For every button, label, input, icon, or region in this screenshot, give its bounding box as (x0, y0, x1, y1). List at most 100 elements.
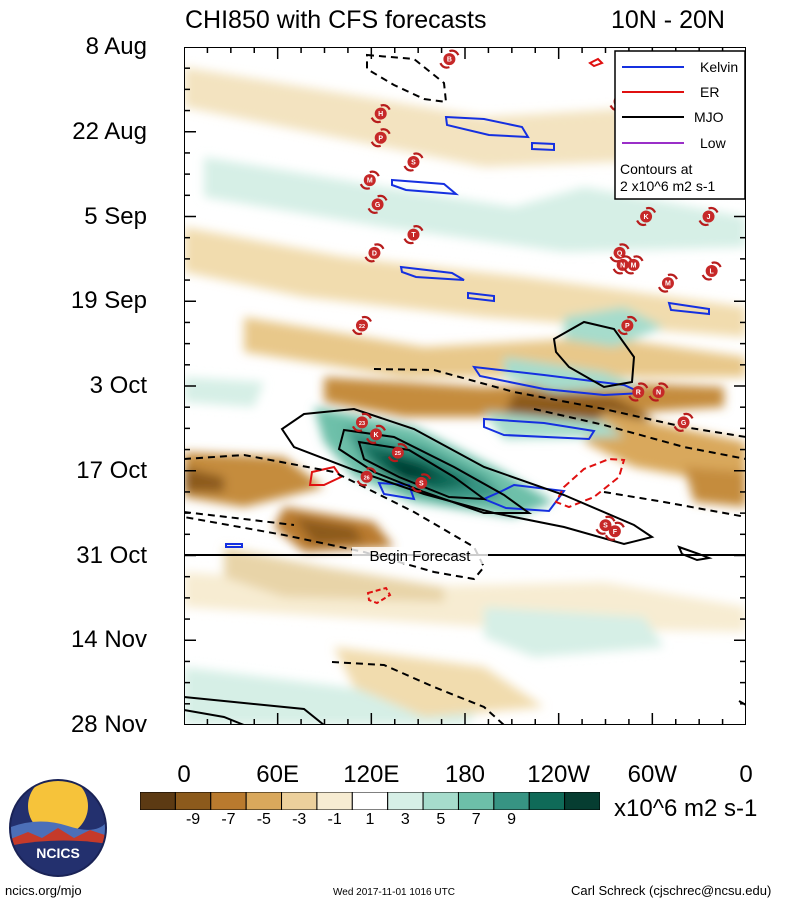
legend-low: Low (700, 135, 727, 151)
svg-text:22: 22 (359, 324, 365, 330)
svg-text:23: 23 (359, 421, 365, 427)
storm-marker: G (367, 194, 388, 214)
y-tick-label: 31 Oct (76, 541, 147, 569)
storm-markers: BJIHPSLMGKJTDQNMLMP22RN23GK2526SSF (351, 49, 722, 541)
y-tick-label: 28 Nov (70, 711, 147, 738)
svg-text:K: K (644, 214, 649, 221)
storm-marker: M (657, 273, 678, 293)
y-tick-label: 19 Sep (70, 287, 147, 315)
legend-note-2: 2 x10^6 m2 s-1 (620, 178, 715, 194)
chart-title: CHI850 with CFS forecasts (185, 6, 487, 34)
storm-marker: G (673, 412, 694, 432)
storm-marker: B (439, 49, 460, 69)
y-tick-label: 3 Oct (89, 372, 147, 399)
colorbar-swatch (245, 792, 283, 810)
storm-marker: M (623, 255, 644, 275)
colorbar-swatch (351, 792, 389, 810)
footer-author: Carl Schreck (cjschrec@ncsu.edu) (571, 883, 772, 898)
x-tick-label: 180 (444, 761, 486, 788)
svg-text:G: G (681, 420, 687, 427)
colorbar-swatch (528, 792, 566, 810)
x-tick-label: 0 (177, 761, 191, 788)
storm-marker: 25 (387, 442, 408, 463)
colorbar-tick-label: 3 (400, 811, 410, 828)
storm-marker: M (359, 170, 380, 190)
colorbar-swatch (564, 792, 600, 810)
colorbar-swatch (387, 792, 424, 810)
svg-text:K: K (373, 432, 378, 439)
storm-marker: L (701, 261, 722, 281)
colorbar-swatch (422, 792, 459, 810)
mjo-dashed-contours (184, 53, 746, 725)
storm-marker: 26 (356, 467, 377, 487)
footer-url[interactable]: ncics.org/mjo (5, 883, 82, 898)
y-tick-label: 22 Aug (72, 117, 147, 145)
svg-text:L: L (710, 268, 715, 275)
svg-text:D: D (372, 250, 377, 257)
svg-text:S: S (603, 523, 608, 530)
storm-marker: S (595, 515, 616, 535)
svg-text:Q: Q (617, 250, 623, 257)
storm-marker: K (636, 206, 657, 227)
svg-text:P: P (378, 135, 383, 142)
x-tick-label: 60W (627, 761, 678, 788)
svg-text:M: M (665, 281, 671, 288)
svg-text:H: H (378, 111, 383, 118)
y-tick-label: 14 Nov (70, 626, 147, 654)
storm-marker: J (698, 206, 719, 227)
svg-text:N: N (620, 262, 625, 269)
svg-text:R: R (636, 390, 641, 397)
colorbar-tick-label: -7 (221, 811, 236, 828)
storm-marker: F (604, 521, 625, 541)
svg-text:J: J (707, 214, 711, 221)
colorbar-swatch (281, 792, 318, 810)
begin-forecast-label: Begin Forecast (370, 548, 472, 565)
colorbar-swatch (457, 792, 495, 810)
colorbar-tick-label: 5 (436, 811, 446, 828)
ncics-logo: NCICS (9, 779, 107, 877)
storm-marker: H (370, 103, 391, 124)
x-tick-label: 120W (527, 761, 591, 788)
storm-marker: 22 (351, 315, 372, 336)
x-tick-label: 120E (343, 761, 400, 788)
storm-marker: K (366, 424, 387, 445)
colorbar (140, 792, 600, 810)
storm-marker: P (370, 128, 391, 148)
colorbar-swatch (140, 792, 176, 810)
svg-text:T: T (411, 232, 416, 239)
footer-timestamp: Wed 2017-11-01 1016 UTC (333, 887, 455, 898)
storm-marker: 23 (351, 412, 372, 432)
storm-marker: P (617, 315, 638, 336)
chart-region: 10N - 20N (611, 6, 725, 34)
colorbar-tick-label: -3 (292, 811, 307, 828)
legend-er: ER (700, 84, 719, 100)
legend-mjo: MJO (694, 109, 724, 125)
svg-text:M: M (367, 178, 373, 185)
storm-marker: T (403, 225, 424, 245)
svg-text:S: S (419, 480, 424, 487)
y-tick-label: 8 Aug (85, 33, 147, 60)
colorbar-tick-label: 9 (507, 811, 516, 828)
colorbar-units: x10^6 m2 s-1 (614, 795, 758, 822)
colorbar-swatch (493, 792, 530, 810)
svg-text:N: N (656, 390, 661, 397)
svg-text:G: G (375, 202, 381, 209)
storm-marker: S (411, 473, 432, 493)
svg-text:S: S (411, 160, 416, 167)
hovmoller-plot: BJIHPSLMGKJTDQNMLMP22RN23GK2526SSF Begin… (184, 47, 746, 725)
svg-text:M: M (631, 262, 637, 269)
y-tick-label: 5 Sep (84, 202, 147, 230)
svg-text:26: 26 (364, 475, 370, 481)
storm-marker: R (628, 382, 649, 402)
svg-text:P: P (625, 323, 630, 330)
colorbar-tick-label: 7 (471, 811, 481, 828)
mjo-contours (184, 320, 746, 725)
legend-note-1: Contours at (620, 161, 692, 177)
colorbar-tick-label: -5 (256, 811, 271, 828)
x-tick-label: 0 (739, 761, 753, 788)
legend: Kelvin ER MJO Low Contours at 2 x10^6 m2… (614, 50, 746, 200)
svg-text:F: F (613, 529, 618, 536)
legend-kelvin: Kelvin (700, 59, 738, 75)
y-tick-label: 17 Oct (76, 456, 147, 484)
storm-marker: N (648, 382, 669, 402)
